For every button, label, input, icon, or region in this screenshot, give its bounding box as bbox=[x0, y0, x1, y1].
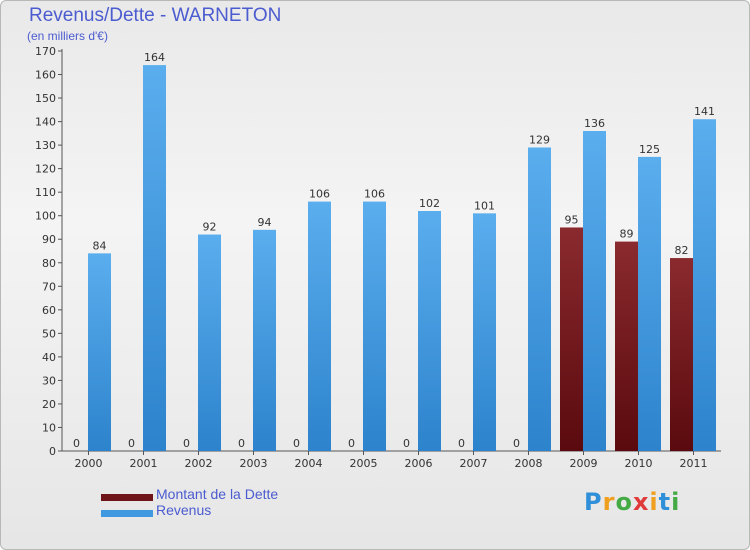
revenue-value-label: 125 bbox=[639, 143, 660, 156]
revenue-bar bbox=[253, 229, 276, 451]
revenue-bar bbox=[198, 234, 221, 451]
debt-value-label: 0 bbox=[513, 437, 520, 450]
revenue-bar bbox=[638, 156, 661, 451]
legend-label-revenue: Revenus bbox=[156, 502, 212, 518]
proxiti-logo: Proxiti bbox=[584, 488, 681, 516]
revenue-value-label: 102 bbox=[419, 197, 440, 210]
revenue-bar bbox=[473, 213, 496, 451]
y-tick-label: 110 bbox=[35, 186, 56, 199]
x-tick-label: 2004 bbox=[295, 457, 323, 470]
x-tick-label: 2001 bbox=[130, 457, 158, 470]
debt-bar bbox=[670, 258, 693, 451]
debt-value-label: 0 bbox=[293, 437, 300, 450]
x-tick-label: 2011 bbox=[680, 457, 708, 470]
chart-subtitle: (en milliers d'€) bbox=[27, 29, 108, 43]
debt-value-label: 82 bbox=[675, 244, 689, 257]
revenue-value-label: 106 bbox=[309, 188, 330, 201]
y-tick-label: 130 bbox=[35, 139, 56, 152]
legend-swatch-debt bbox=[101, 494, 153, 501]
y-tick-label: 140 bbox=[35, 116, 56, 129]
x-tick-label: 2009 bbox=[570, 457, 598, 470]
legend-label-debt: Montant de la Dette bbox=[156, 486, 279, 502]
y-tick-label: 160 bbox=[35, 69, 56, 82]
y-tick-label: 70 bbox=[42, 280, 56, 293]
revenue-value-label: 94 bbox=[258, 216, 272, 229]
y-tick-label: 150 bbox=[35, 92, 56, 105]
debt-value-label: 0 bbox=[183, 437, 190, 450]
revenue-value-label: 101 bbox=[474, 199, 495, 212]
y-tick-label: 60 bbox=[42, 304, 56, 317]
debt-value-label: 0 bbox=[128, 437, 135, 450]
y-tick-label: 100 bbox=[35, 210, 56, 223]
debt-value-label: 95 bbox=[565, 213, 579, 226]
x-tick-label: 2006 bbox=[405, 457, 433, 470]
y-tick-label: 20 bbox=[42, 398, 56, 411]
debt-value-label: 0 bbox=[73, 437, 80, 450]
x-tick-label: 2000 bbox=[75, 457, 103, 470]
debt-value-label: 0 bbox=[458, 437, 465, 450]
debt-bar bbox=[560, 227, 583, 451]
y-tick-label: 0 bbox=[49, 445, 56, 458]
revenue-bar bbox=[418, 211, 441, 451]
y-tick-label: 40 bbox=[42, 351, 56, 364]
y-tick-label: 170 bbox=[35, 45, 56, 58]
y-tick-label: 80 bbox=[42, 257, 56, 270]
debt-value-label: 0 bbox=[348, 437, 355, 450]
revenue-value-label: 84 bbox=[93, 239, 107, 252]
revenue-value-label: 106 bbox=[364, 188, 385, 201]
revenue-value-label: 164 bbox=[144, 51, 165, 64]
y-tick-label: 120 bbox=[35, 163, 56, 176]
x-tick-label: 2007 bbox=[460, 457, 488, 470]
revenue-value-label: 141 bbox=[694, 105, 715, 118]
revenue-value-label: 92 bbox=[203, 221, 217, 234]
revenue-bar bbox=[308, 201, 331, 451]
revenue-bar bbox=[693, 119, 716, 451]
revenue-value-label: 136 bbox=[584, 117, 605, 130]
debt-value-label: 0 bbox=[403, 437, 410, 450]
x-tick-label: 2003 bbox=[240, 457, 268, 470]
revenue-bar bbox=[583, 131, 606, 451]
revenue-value-label: 129 bbox=[529, 133, 550, 146]
y-tick-label: 50 bbox=[42, 327, 56, 340]
chart-title: Revenus/Dette - WARNETON bbox=[29, 5, 282, 26]
debt-value-label: 0 bbox=[238, 437, 245, 450]
revenue-bar bbox=[528, 147, 551, 451]
legend-swatch-revenue bbox=[101, 510, 153, 517]
revenue-bar bbox=[88, 253, 111, 451]
revenue-bar bbox=[363, 201, 386, 451]
y-tick-label: 10 bbox=[42, 421, 56, 434]
debt-bar bbox=[615, 241, 638, 451]
y-tick-label: 90 bbox=[42, 233, 56, 246]
x-tick-label: 2002 bbox=[185, 457, 213, 470]
x-tick-label: 2008 bbox=[515, 457, 543, 470]
x-tick-label: 2005 bbox=[350, 457, 378, 470]
x-tick-label: 2010 bbox=[625, 457, 653, 470]
y-tick-label: 30 bbox=[42, 374, 56, 387]
debt-value-label: 89 bbox=[620, 228, 634, 241]
revenue-bar bbox=[143, 65, 166, 451]
